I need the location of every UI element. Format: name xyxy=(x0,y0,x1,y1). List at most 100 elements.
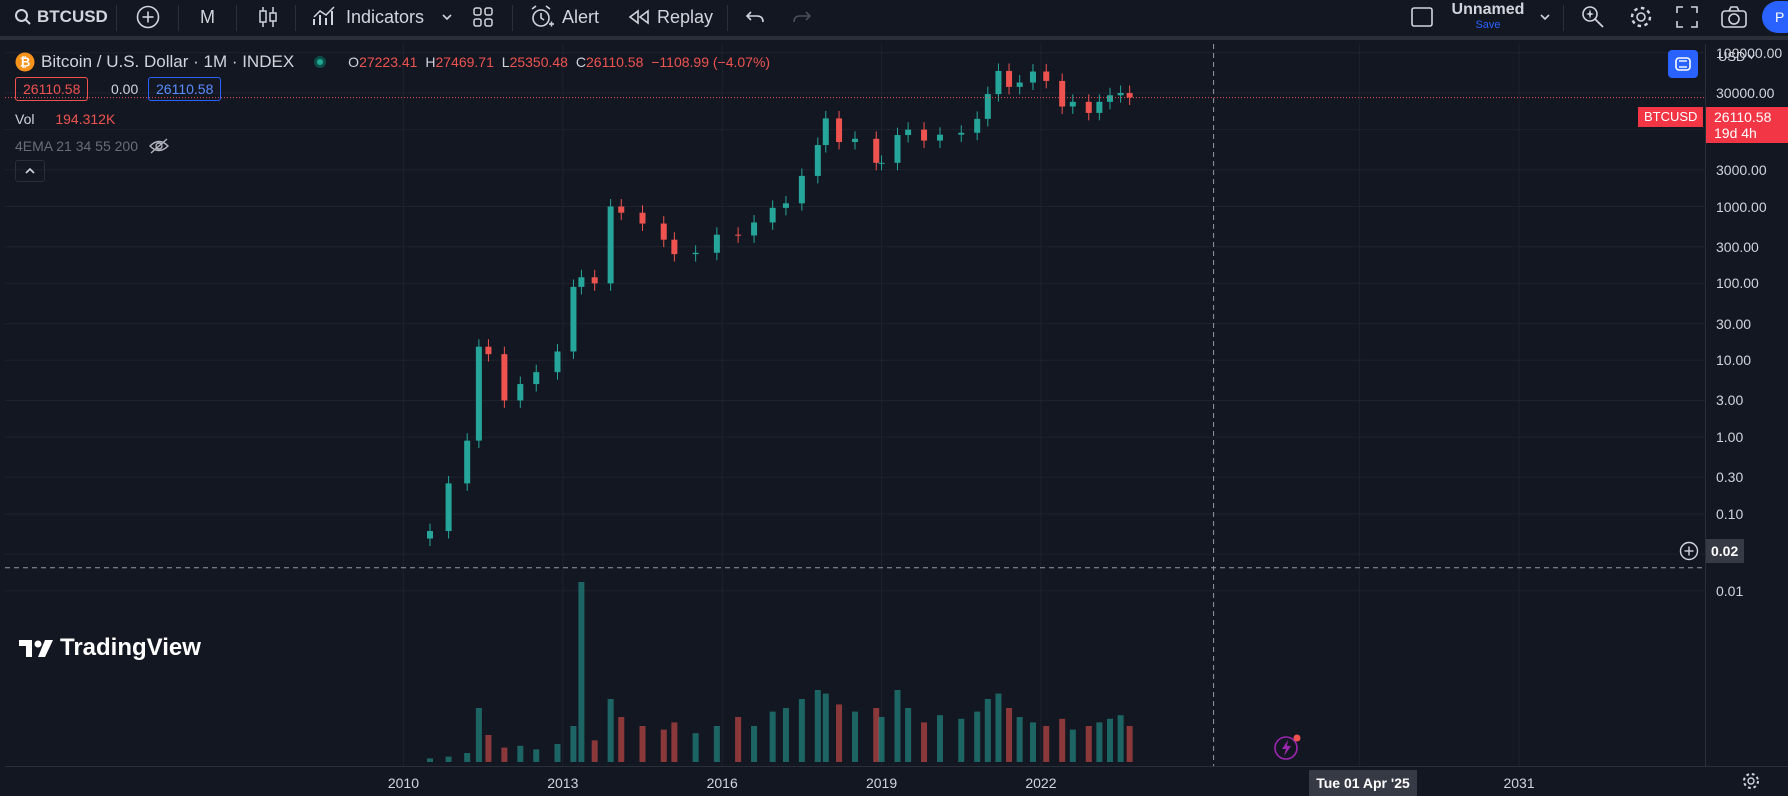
close-label: C xyxy=(575,54,586,70)
gear-icon xyxy=(1630,6,1652,28)
candle-body xyxy=(591,277,598,284)
candle-body xyxy=(995,70,1002,95)
candle-body xyxy=(517,384,524,401)
volume-bar xyxy=(485,735,492,762)
candle-body xyxy=(1043,71,1050,81)
chart-type-button[interactable] xyxy=(256,0,280,34)
volume-bar xyxy=(735,717,742,762)
price-axis[interactable]: USD 100000.0030000.0010000.003000.001000… xyxy=(1705,44,1788,766)
currency-button[interactable]: USD xyxy=(1718,49,1756,64)
price-tick-label: 10.00 xyxy=(1716,352,1752,369)
tradingview-watermark[interactable]: TradingView xyxy=(19,634,201,662)
time-tick-label: 2031 xyxy=(1503,775,1535,791)
time-tick-label: 2019 xyxy=(865,775,898,791)
volume-bar xyxy=(639,726,646,762)
crosshair-add-button[interactable] xyxy=(1677,539,1701,563)
candle-body xyxy=(692,252,699,255)
volume-bar xyxy=(517,745,524,762)
volume-bar xyxy=(769,711,776,762)
volume-bar xyxy=(798,699,805,762)
symbol-search-button[interactable]: BTCUSD xyxy=(14,0,108,34)
fullscreen-button[interactable] xyxy=(1675,0,1699,34)
candle-body xyxy=(1016,82,1023,87)
low-value: 25350.48 xyxy=(509,54,568,70)
settings-button[interactable] xyxy=(1628,0,1654,34)
candle-body xyxy=(485,346,492,355)
divider xyxy=(178,5,179,31)
candle-body xyxy=(822,118,829,146)
indicators-icon xyxy=(313,6,335,25)
indicators-dropdown-button[interactable] xyxy=(440,0,454,34)
layout-toggle-button[interactable] xyxy=(1410,0,1434,34)
snapshot-button[interactable] xyxy=(1720,0,1748,34)
profile-button[interactable]: P xyxy=(1762,1,1788,33)
magnifier-sparkle-icon xyxy=(1582,6,1604,28)
price-tick-label: 30000.00 xyxy=(1716,84,1775,101)
volume-bar xyxy=(445,756,452,762)
layout-menu-button[interactable] xyxy=(1538,0,1552,34)
divider xyxy=(1563,5,1564,31)
crosshair-price-label: 0.02 xyxy=(1706,539,1744,563)
volume-bar xyxy=(671,722,678,762)
collapse-legend-button[interactable] xyxy=(15,160,45,182)
chart-pane[interactable]: ₿ Bitcoin / U.S. Dollar · 1M · INDEX O27… xyxy=(5,44,1705,766)
redo-button[interactable] xyxy=(791,0,813,34)
top-toolbar: BTCUSD M Indicators Alert Replay Unname xyxy=(0,0,1788,40)
gear-icon xyxy=(1743,773,1759,789)
series-legend: ₿ Bitcoin / U.S. Dollar · 1M · INDEX O27… xyxy=(15,52,770,72)
spread-value: 0.00 xyxy=(111,81,139,97)
time-tick-label: 2022 xyxy=(1025,775,1057,791)
replay-button[interactable]: Replay xyxy=(627,0,713,34)
replay-lightning-button[interactable] xyxy=(1273,732,1303,762)
alert-button[interactable]: Alert xyxy=(529,0,599,34)
alert-label: Alert xyxy=(562,6,600,27)
profile-initial: P xyxy=(1775,9,1785,25)
symbol-label: BTCUSD xyxy=(37,7,108,26)
candle-body xyxy=(873,138,880,163)
price-tick-label: 30.00 xyxy=(1716,315,1752,332)
volume-legend[interactable]: Vol 194.312K xyxy=(15,111,115,127)
candle-body xyxy=(445,483,452,532)
buy-price-button[interactable]: 26110.58 xyxy=(148,77,222,101)
undo-icon xyxy=(745,11,764,23)
price-chart[interactable] xyxy=(5,44,1705,766)
sync-chart-button[interactable] xyxy=(1668,50,1698,78)
candle-body xyxy=(894,135,901,163)
volume-bar xyxy=(894,690,901,762)
series-title[interactable]: Bitcoin / U.S. Dollar · 1M · INDEX xyxy=(41,52,295,71)
candle-body xyxy=(958,132,965,135)
chevron-down-icon xyxy=(1540,14,1550,21)
price-tick-label: 0.01 xyxy=(1716,582,1744,599)
last-price-value: 26110.58 xyxy=(1714,109,1772,125)
compare-button[interactable] xyxy=(135,0,161,34)
open-value: 27223.41 xyxy=(359,54,418,70)
time-axis[interactable]: 2010201320162019202220282031 Tue 01 Apr … xyxy=(5,766,1788,796)
time-axis-settings-button[interactable] xyxy=(1741,771,1761,796)
layout-name-button[interactable]: Unnamed Save xyxy=(1448,0,1528,34)
price-tick-label: 1.00 xyxy=(1716,429,1744,446)
candle-body xyxy=(570,286,577,352)
candle-body xyxy=(713,234,720,253)
ema-legend[interactable]: 4EMA 21 34 55 200 xyxy=(15,137,170,155)
volume-bar xyxy=(1107,718,1113,762)
candle-body xyxy=(782,203,789,208)
interval-button[interactable]: M xyxy=(200,0,215,34)
candle-body xyxy=(878,162,885,164)
eye-off-icon[interactable] xyxy=(148,137,170,155)
svg-text:₿: ₿ xyxy=(20,55,31,70)
volume-bar xyxy=(1096,722,1103,762)
volume-bar xyxy=(607,699,614,762)
undo-button[interactable] xyxy=(744,0,766,34)
currency-label: USD xyxy=(1718,49,1746,64)
candle-body xyxy=(618,206,625,213)
market-status-dot[interactable] xyxy=(314,56,327,68)
time-tick-label: 2010 xyxy=(387,775,420,791)
indicators-button[interactable]: Indicators xyxy=(312,0,424,34)
templates-button[interactable] xyxy=(472,0,494,34)
candle-body xyxy=(836,118,843,143)
quick-search-button[interactable] xyxy=(1580,0,1606,34)
rewind-icon xyxy=(628,9,649,25)
candle-body xyxy=(671,239,678,255)
sell-price-button[interactable]: 26110.58 xyxy=(15,77,89,101)
candle-body xyxy=(533,372,540,385)
